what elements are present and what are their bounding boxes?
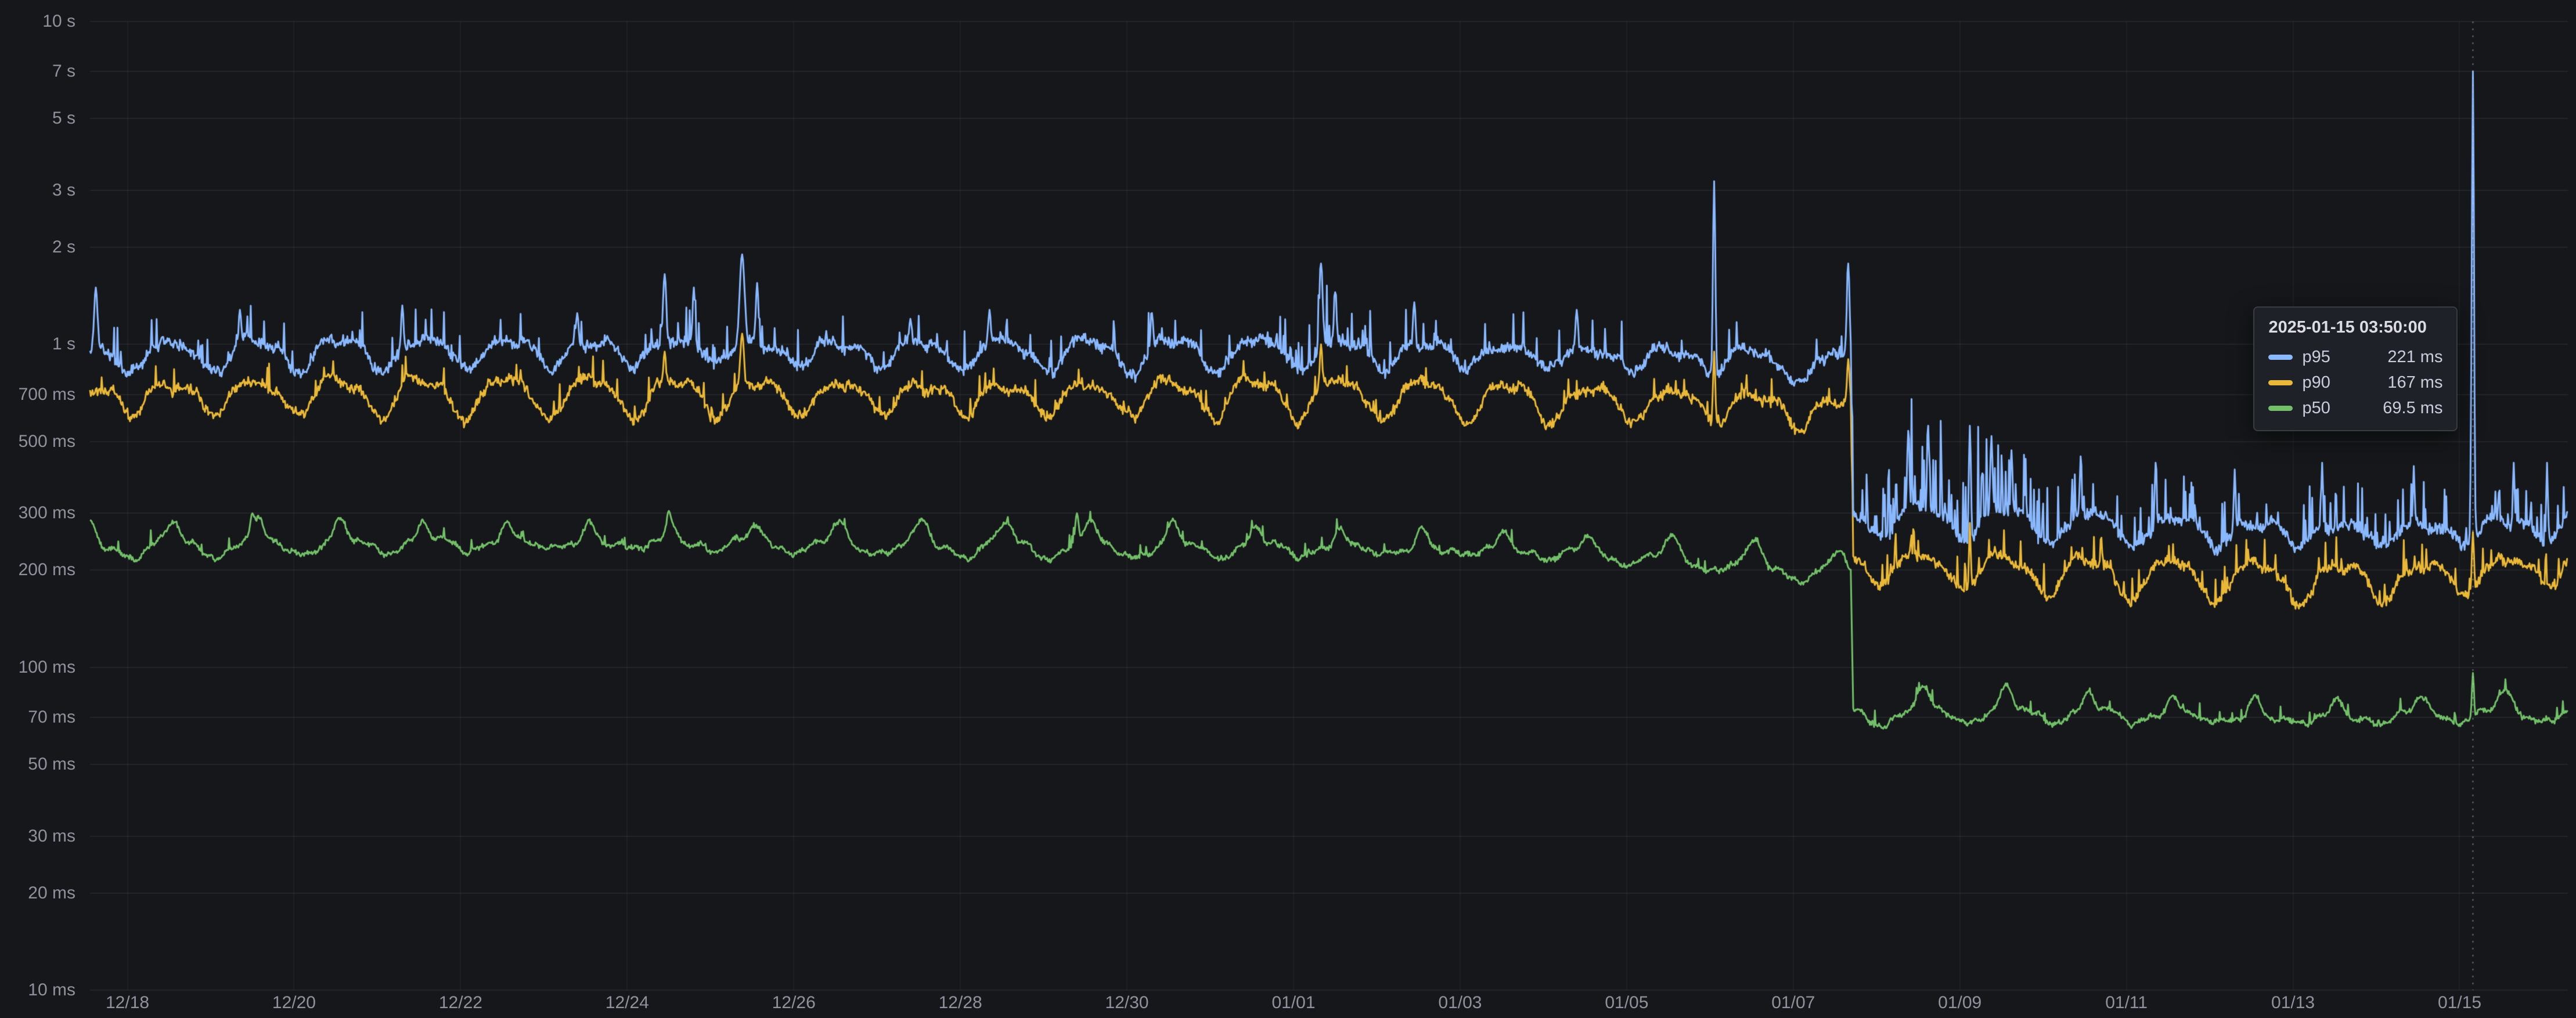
x-tick-label: 12/28	[938, 993, 982, 1012]
x-tick-label: 01/13	[2271, 993, 2315, 1012]
y-tick-label: 7 s	[52, 62, 75, 81]
y-tick-label: 5 s	[52, 109, 75, 128]
y-tick-label: 3 s	[52, 180, 75, 200]
x-tick-label: 12/24	[605, 993, 649, 1012]
y-tick-label: 50 ms	[28, 755, 75, 774]
tooltip-series-value: 69.5 ms	[2383, 398, 2443, 417]
y-tick-label: 500 ms	[18, 431, 75, 451]
tooltip-series-label: p95	[2302, 347, 2330, 366]
tooltip-series-value: 221 ms	[2387, 347, 2443, 366]
y-tick-label: 10 ms	[28, 980, 75, 999]
tooltip-row: p50 69.5 ms	[2268, 395, 2442, 421]
x-tick-label: 01/15	[2437, 993, 2482, 1012]
tooltip-series-value: 167 ms	[2387, 373, 2443, 392]
x-tick-label: 12/26	[772, 993, 816, 1012]
x-tick-label: 01/11	[2105, 993, 2148, 1012]
series-swatch-p90-icon	[2268, 380, 2293, 385]
y-tick-label: 20 ms	[28, 883, 75, 903]
tooltip-row: p95 221 ms	[2268, 344, 2442, 370]
y-tick-label: 700 ms	[18, 384, 75, 404]
tooltip-row: p90 167 ms	[2268, 370, 2442, 395]
y-tick-label: 100 ms	[18, 657, 75, 677]
y-tick-label: 70 ms	[28, 707, 75, 727]
y-tick-label: 200 ms	[18, 560, 75, 580]
x-tick-label: 01/09	[1938, 993, 1982, 1012]
x-tick-label: 01/05	[1605, 993, 1649, 1012]
x-tick-label: 01/01	[1271, 993, 1316, 1012]
y-tick-label: 10 s	[42, 12, 75, 31]
series-swatch-p50-icon	[2268, 405, 2293, 411]
tooltip: 2025-01-15 03:50:00 p95 221 ms p90 167 m…	[2253, 306, 2458, 431]
series-swatch-p95-icon	[2268, 354, 2293, 360]
tooltip-series-label: p90	[2302, 373, 2330, 392]
x-tick-label: 12/18	[106, 993, 150, 1012]
tooltip-timestamp: 2025-01-15 03:50:00	[2268, 318, 2427, 337]
x-tick-label: 12/22	[438, 993, 482, 1012]
y-tick-label: 30 ms	[28, 826, 75, 846]
x-tick-label: 01/07	[1771, 993, 1815, 1012]
y-tick-label: 2 s	[52, 237, 75, 257]
x-tick-label: 01/03	[1438, 993, 1482, 1012]
y-tick-label: 300 ms	[18, 503, 75, 523]
y-tick-label: 1 s	[52, 334, 75, 354]
x-tick-label: 12/30	[1105, 993, 1149, 1012]
x-tick-label: 12/20	[272, 993, 316, 1012]
tooltip-series-label: p50	[2302, 398, 2330, 417]
